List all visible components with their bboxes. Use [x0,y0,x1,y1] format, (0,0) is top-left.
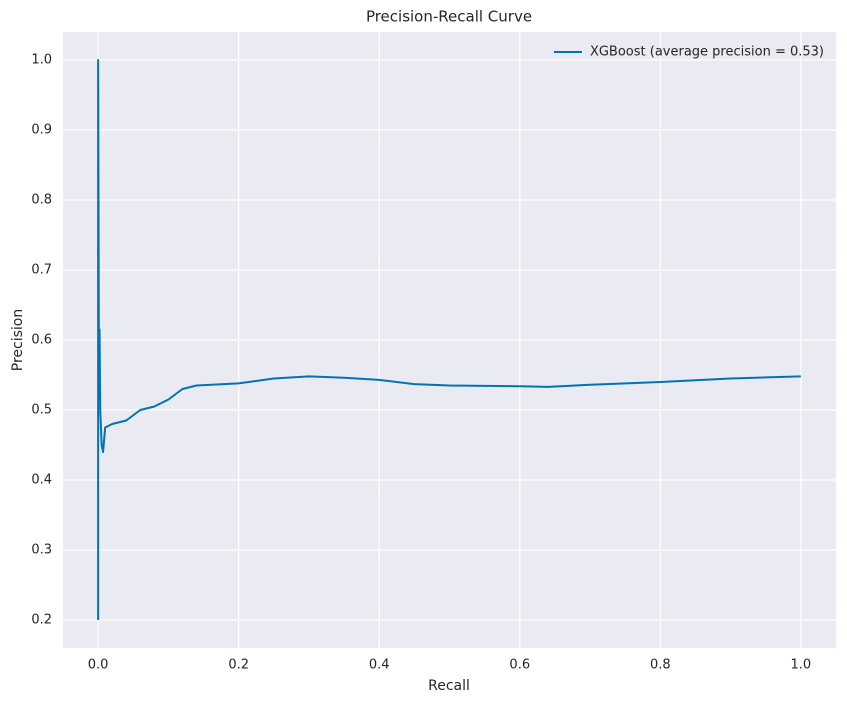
y-tick-label: 0.5 [31,403,52,418]
y-axis-label: Precision [10,309,26,371]
x-axis-label: Recall [428,678,470,694]
x-tick-label: 0.6 [509,658,530,673]
x-tick-label: 1.0 [791,658,812,673]
chart-title: Precision-Recall Curve [366,8,532,26]
legend-label: XGBoost (average precision = 0.53) [590,45,824,60]
y-tick-label: 0.2 [31,613,52,628]
y-tick-label: 1.0 [31,53,52,68]
line-series [97,59,801,620]
x-tick-label: 0.2 [228,658,249,673]
y-tick-label: 0.4 [31,473,52,488]
x-tick-label: 0.8 [650,658,671,673]
y-tick-label: 0.8 [31,193,52,208]
y-tick-label: 0.3 [31,543,52,558]
y-tick-label: 0.7 [31,263,52,278]
y-tick-label: 0.6 [31,333,52,348]
x-tick-label: 0.0 [88,658,109,673]
x-tick-label: 0.4 [369,658,390,673]
y-tick-label: 0.9 [31,123,52,138]
